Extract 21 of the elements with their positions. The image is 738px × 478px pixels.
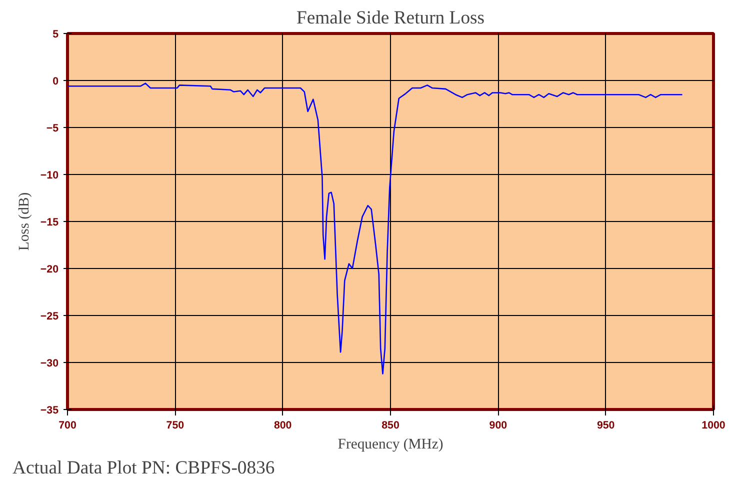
y-tick-label: −15	[40, 216, 59, 228]
y-tick-label: −30	[40, 358, 59, 370]
x-tick-label: 1000	[702, 420, 726, 432]
x-tick-label: 950	[596, 420, 615, 432]
y-tick-label: −35	[40, 404, 59, 416]
y-tick-label: −5	[46, 122, 59, 134]
y-tick-label: 5	[52, 28, 59, 40]
text: Actual Data Plot PN: CBPFS-0836	[12, 458, 275, 478]
y-tick-label: −20	[40, 264, 59, 276]
x-tick-label: 750	[166, 420, 184, 432]
y-tick-label: −25	[40, 310, 59, 322]
y-axis-title: Loss (dB)	[16, 192, 32, 251]
x-tick-label: 700	[58, 420, 76, 432]
chart-title: Female Side Return Loss	[296, 8, 485, 28]
x-tick-label: 800	[274, 420, 292, 432]
x-tick-label: 850	[382, 420, 400, 432]
y-tick-label: −10	[40, 170, 59, 182]
line-series	[68, 82, 683, 374]
x-tick-label: 900	[489, 420, 508, 432]
x-axis-title: Frequency (MHz)	[338, 436, 444, 452]
y-tick-label: 0	[52, 76, 59, 88]
